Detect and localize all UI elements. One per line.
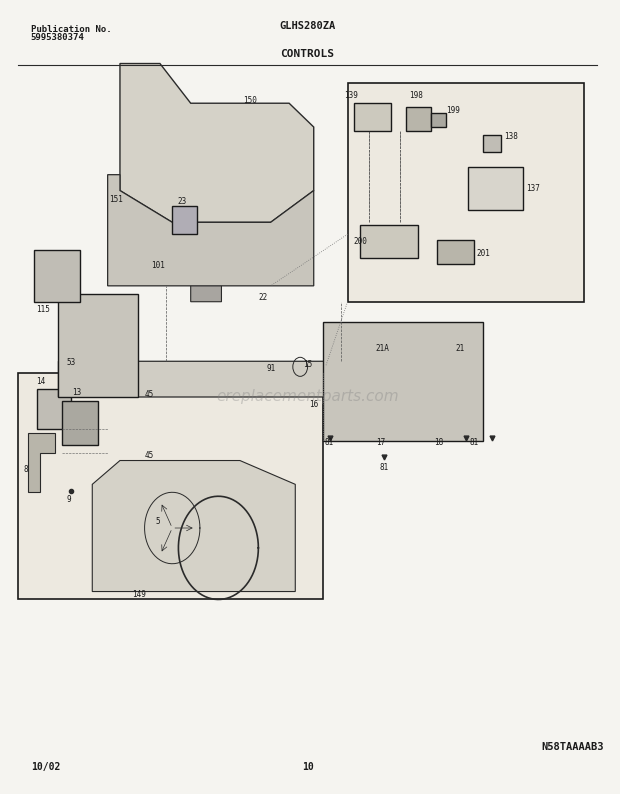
Bar: [172, 206, 197, 234]
Text: 15: 15: [303, 360, 312, 369]
Text: 138: 138: [505, 132, 518, 141]
Text: 81: 81: [325, 437, 334, 447]
Text: 45: 45: [144, 451, 154, 461]
Bar: [431, 113, 446, 127]
Text: 149: 149: [132, 590, 146, 599]
Bar: [360, 225, 418, 258]
Polygon shape: [92, 461, 295, 592]
Text: 199: 199: [446, 106, 460, 115]
Polygon shape: [28, 433, 55, 492]
Text: 13: 13: [73, 388, 82, 398]
Text: CONTROLS: CONTROLS: [281, 49, 335, 60]
Text: ereplacementparts.com: ereplacementparts.com: [216, 390, 399, 404]
Text: N58TAAAAB3: N58TAAAAB3: [541, 742, 604, 753]
Bar: [58, 294, 138, 397]
Text: 198: 198: [409, 91, 423, 101]
Text: 81: 81: [379, 463, 389, 472]
Text: 45: 45: [144, 390, 154, 399]
Text: 5995380374: 5995380374: [31, 33, 84, 42]
Polygon shape: [108, 175, 314, 286]
Text: 8: 8: [24, 465, 28, 475]
Bar: [61, 401, 99, 445]
Text: 21A: 21A: [375, 344, 389, 353]
Bar: [323, 322, 483, 441]
Text: 9: 9: [66, 495, 71, 504]
Text: 139: 139: [345, 91, 358, 101]
Text: GLHS280ZA: GLHS280ZA: [280, 21, 335, 32]
Text: 14: 14: [36, 377, 45, 387]
Text: 200: 200: [354, 237, 368, 246]
Bar: [483, 135, 502, 152]
Text: 101: 101: [151, 260, 164, 270]
Polygon shape: [120, 64, 314, 222]
Text: 53: 53: [66, 358, 76, 368]
Text: 23: 23: [178, 197, 187, 206]
Text: 21: 21: [455, 344, 464, 353]
Polygon shape: [191, 230, 221, 302]
Text: 10/02: 10/02: [31, 762, 60, 773]
Bar: [436, 240, 474, 264]
Bar: [19, 373, 323, 599]
Text: 10: 10: [302, 762, 314, 773]
Text: 5: 5: [155, 517, 159, 526]
Text: 16: 16: [309, 399, 318, 409]
Bar: [37, 389, 71, 429]
Text: Publication No.: Publication No.: [31, 25, 112, 34]
Bar: [348, 83, 585, 302]
Text: 137: 137: [526, 183, 540, 193]
Text: 18: 18: [433, 437, 443, 447]
Bar: [354, 103, 391, 131]
Text: 115: 115: [36, 305, 50, 314]
Text: 150: 150: [243, 96, 257, 106]
Text: 17: 17: [376, 437, 386, 447]
Text: 22: 22: [259, 293, 268, 303]
Text: 91: 91: [267, 364, 276, 373]
Text: 201: 201: [477, 249, 490, 258]
Text: 81: 81: [469, 437, 479, 447]
Text: 151: 151: [110, 195, 123, 205]
Bar: [34, 250, 80, 302]
Bar: [406, 107, 431, 131]
Polygon shape: [58, 361, 480, 413]
Bar: [467, 167, 523, 210]
